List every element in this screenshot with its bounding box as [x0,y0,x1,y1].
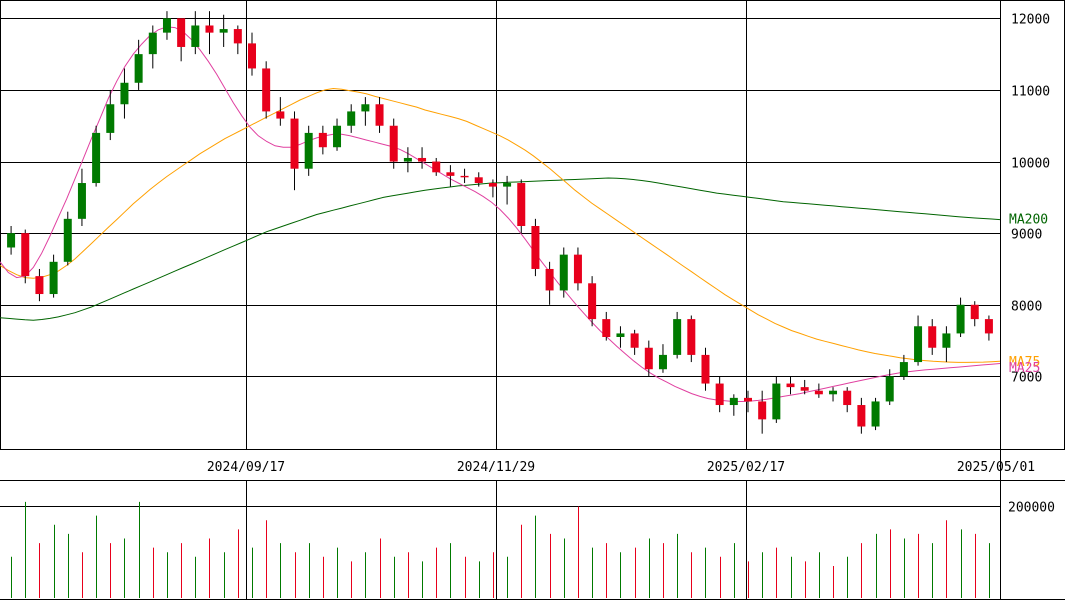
candle-body [630,333,639,348]
candle-body [177,18,186,47]
candle-body [729,397,738,406]
candle-body [403,157,412,162]
candle-body [375,104,384,126]
candle-body [843,390,852,406]
candle-body [35,276,44,295]
candle-body [460,175,469,178]
candle-body [956,304,965,334]
candle-body [984,319,993,334]
candle-body [318,132,327,148]
candle-body [914,326,923,363]
candle-body [148,32,157,55]
candle-body [545,268,554,291]
candle-body [262,68,271,112]
candle-body [758,401,767,420]
candle-body [744,397,752,402]
candle-body [970,304,979,320]
x-tick-label: 2025/05/01 [957,460,1035,475]
candle-body [942,333,951,348]
y-tick-label: 11000 [1011,85,1050,100]
candlestick-layer [7,11,993,434]
candle-body [786,383,795,388]
candle-body [531,226,540,269]
x-tick-label: 2025/02/17 [707,460,785,475]
y-tick-label: 7000 [1011,371,1042,386]
candle-body [21,233,30,277]
volume-tick-label: 200000 [1008,501,1055,516]
x-tick-label: 2024/11/29 [457,460,535,475]
candle-body [602,319,611,337]
candle-body [134,54,143,83]
candle-body [361,104,370,112]
candle-body [673,319,682,355]
candle-body [162,18,171,33]
candle-body [276,111,285,119]
candle-body [432,161,441,173]
candle-body [191,25,200,47]
candle-body [800,387,809,391]
candle-body [701,354,710,384]
candle-body [219,29,228,33]
candle-body [899,362,908,377]
candle-body [857,405,866,427]
candle-body [304,132,313,169]
candle-body [772,383,781,420]
candle-body [885,376,894,402]
candle-body [77,183,86,219]
candle-body [474,177,483,184]
price-panel-border [0,0,1065,450]
candle-body [120,82,129,105]
volume-layer [11,501,990,598]
candle-body [248,43,256,69]
candle-body [616,333,625,337]
y-tick-label: 12000 [1011,13,1050,28]
ma75-line [0,87,1001,363]
candle-body [488,183,497,187]
ma25-label: MA25 [1009,361,1040,376]
candle-body [347,111,356,126]
candle-body [871,401,880,427]
candle-body [389,125,398,162]
candle-body [829,390,838,395]
candle-body [658,354,667,370]
ma200-label: MA200 [1009,213,1048,228]
candle-body [49,261,58,295]
candle-body [7,233,16,248]
candle-body [106,104,115,133]
candle-body [687,319,696,355]
candle-body [205,25,214,33]
candle-body [92,132,101,184]
label-layer: 12000 11000 10000 9000 8000 7000 2024/09/17 202… [207,13,1055,516]
y-tick-label: 10000 [1011,157,1050,172]
candle-body [588,283,597,320]
candle-body [928,326,937,348]
ma25-line [0,26,1001,402]
candle-body [503,183,512,187]
candle-body [290,118,299,169]
candle-body [644,347,653,370]
x-tick-label: 2024/09/17 [207,460,285,475]
candle-body [573,254,582,284]
candle-body [418,157,427,162]
candle-body [517,183,526,226]
ma75-label: MA75 [1009,355,1040,370]
ma200-line [0,177,1001,321]
candle-body [63,218,72,262]
moving-average-layer [0,26,1001,402]
candle-body [233,29,242,44]
candle-body [814,390,823,395]
y-tick-label: 8000 [1011,300,1042,315]
candle-body [333,125,342,148]
candle-body [559,254,568,291]
y-tick-label: 9000 [1011,228,1042,243]
candle-body [715,383,724,406]
candle-body [446,172,455,176]
